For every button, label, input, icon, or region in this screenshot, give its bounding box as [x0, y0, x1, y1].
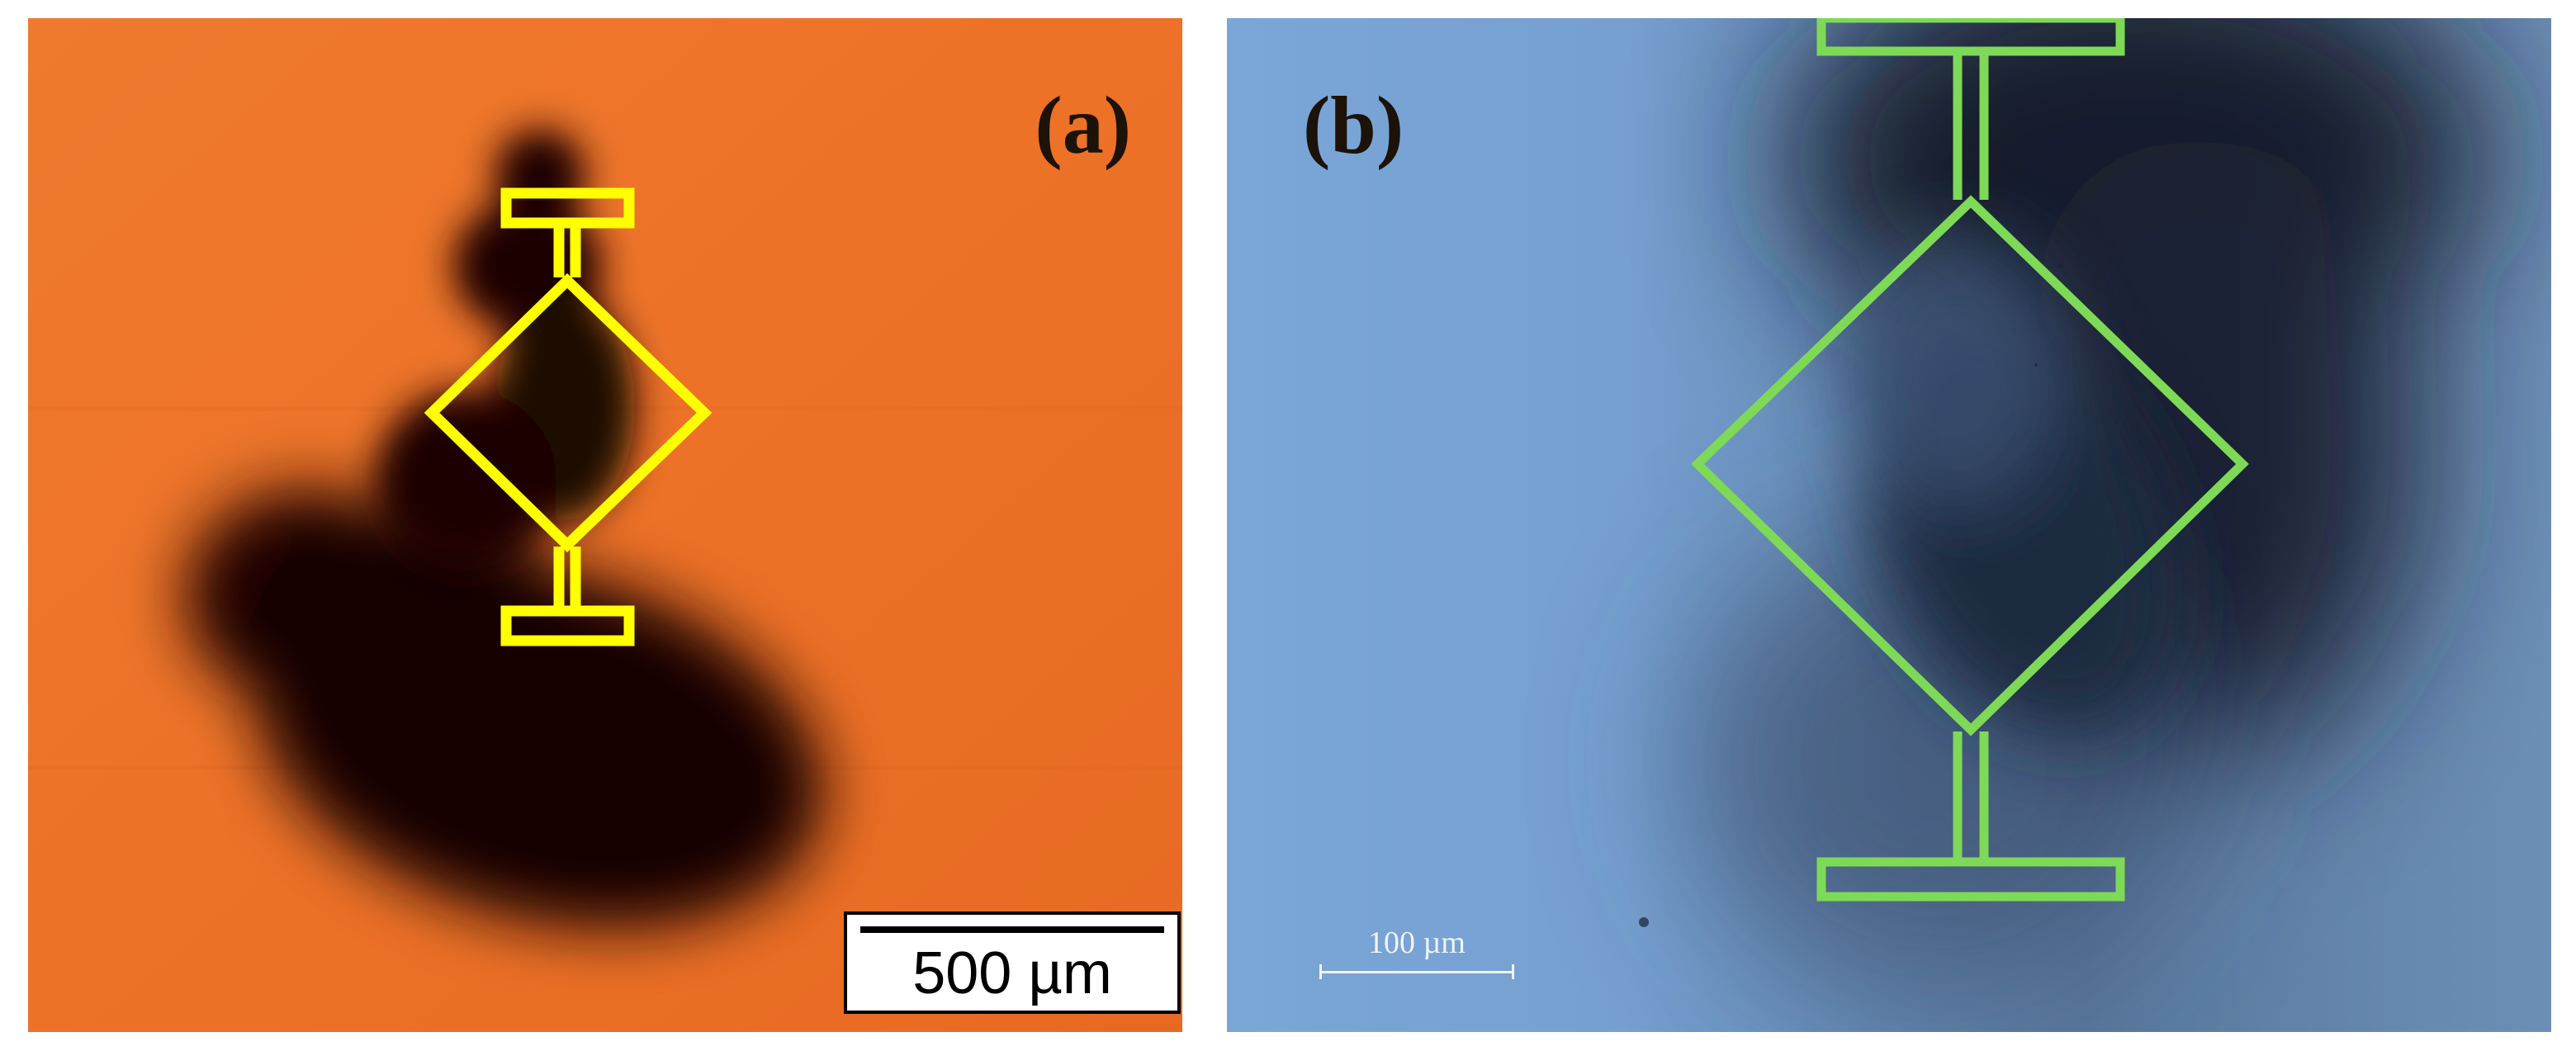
micrograph-panel-a: (a) [28, 18, 1182, 1032]
scale-bar-b-label: 100 µm [1368, 926, 1466, 960]
scale-bar-a: 500 µm [844, 911, 1181, 1014]
scale-bar-b-line [1319, 963, 1514, 979]
panel-label-a: (a) [1035, 79, 1131, 171]
micrograph-b-image [1227, 18, 2551, 1032]
dark-stain-region [185, 489, 823, 929]
panel-label-b: (b) [1303, 79, 1404, 171]
scale-bar-a-label: 500 µm [912, 940, 1112, 1006]
micrograph-panel-b: (b) 100 µm [1227, 18, 2551, 1032]
scale-bar-b: 100 µm [1319, 925, 1514, 979]
yellow-diamond-outline [424, 187, 713, 646]
micrograph-a-image [28, 18, 1182, 1032]
scale-bar-a-line [860, 926, 1164, 933]
green-diamond-outline [1691, 18, 2249, 902]
